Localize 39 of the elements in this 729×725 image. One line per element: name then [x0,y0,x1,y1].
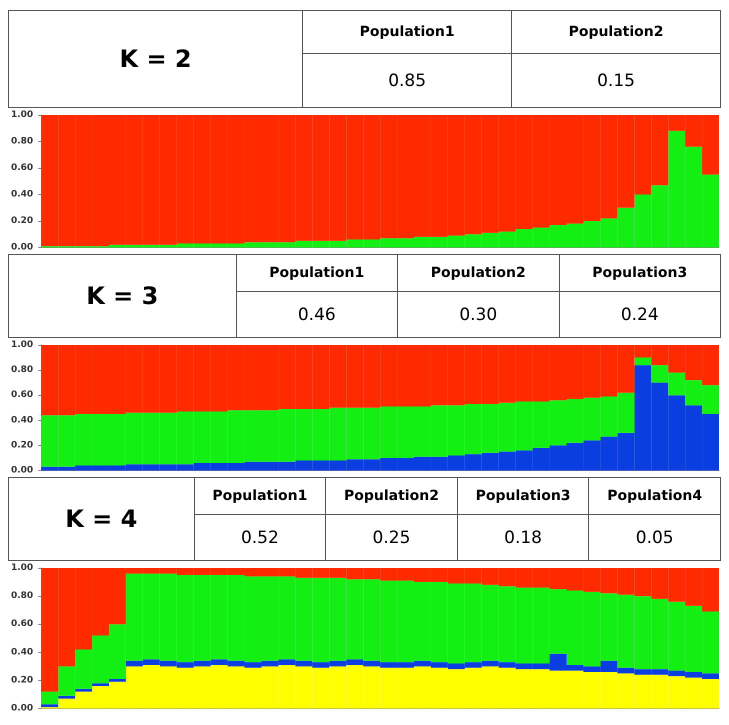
text: K = 4 [8,478,194,560]
category-label: Population3 [457,478,589,515]
y-tick-label: 0.60 [10,163,34,173]
y-tick-label: 0.80 [10,136,34,146]
category-label: Population4 [588,478,720,515]
y-tick-label: 1.00 [10,563,34,573]
y-tick-label: 1.00 [10,110,34,120]
category-label: Population1 [194,478,326,515]
category-label: Population2 [512,10,720,54]
category-label: Population3 [559,254,720,292]
y-tick-label: 0.60 [10,619,34,630]
text: 0.30 [459,304,498,325]
text: 0.25 [372,528,410,548]
text: 0.05 [636,528,674,548]
y-tick-label: 0.20 [10,216,34,226]
y-tick-label: 0.00 [10,242,34,252]
y-tick-label: 0.60 [10,390,34,400]
y-tick-label: 0.00 [10,704,34,714]
text: K = 2 [8,10,303,108]
text: K = 3 [8,254,236,338]
text: 0.15 [597,70,635,91]
text: 0.24 [620,304,659,325]
y-tick-label: 0.40 [10,190,34,200]
y-tick-label: 0.20 [10,440,34,450]
category-label: Population2 [398,254,559,292]
y-tick-label: 1.00 [10,340,34,350]
y-tick-label: 0.40 [10,647,34,658]
y-tick-label: 0.00 [10,466,34,476]
text: 0.52 [240,528,279,548]
y-tick-label: 0.80 [10,591,34,602]
y-tick-label: 0.80 [10,365,34,376]
category-label: Population1 [236,254,398,292]
text: 0.85 [388,70,426,91]
y-tick-label: 0.40 [10,415,34,426]
text: 0.46 [298,304,336,325]
text: 0.18 [504,528,542,548]
y-tick-label: 0.20 [10,675,34,686]
category-label: Population2 [326,478,458,515]
category-label: Population1 [302,10,512,54]
